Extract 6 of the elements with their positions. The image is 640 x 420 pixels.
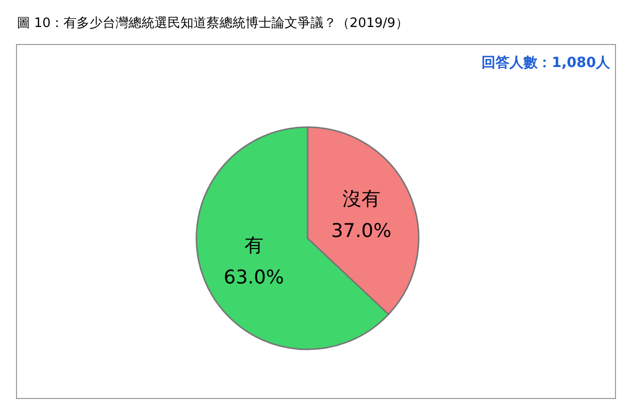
slice-label: 沒有 — [342, 188, 380, 210]
chart-title: 圖 10：有多少台灣總統選民知道蔡總統博士論文爭議？（2019/9） — [17, 16, 408, 31]
data-label: 37.0% — [331, 220, 392, 242]
data-label: 63.0% — [224, 266, 284, 289]
text: 回答人數：1,080人 — [482, 55, 611, 71]
slice-label: 有 — [244, 234, 264, 257]
